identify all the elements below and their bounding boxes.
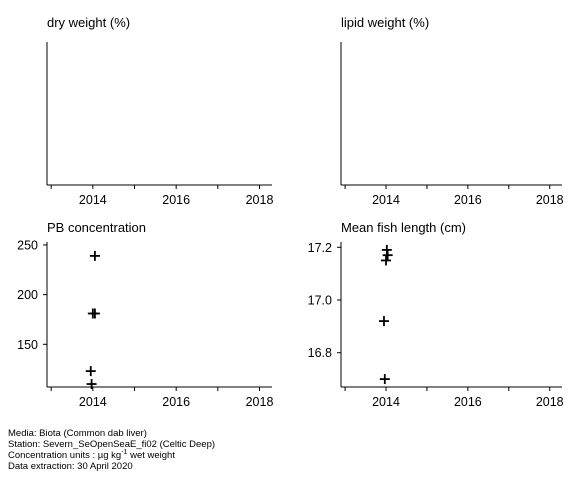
y-tick-label: 17.0 <box>308 294 332 308</box>
x-tick-label: 2014 <box>79 193 107 207</box>
data-point <box>379 374 390 385</box>
footer-units-suffix: wet weight <box>127 450 175 461</box>
x-tick-label: 2014 <box>372 395 400 409</box>
footer-extraction: Data extraction: 30 April 2020 <box>8 461 133 472</box>
x-tick-label: 2018 <box>246 395 274 409</box>
data-point <box>382 250 393 261</box>
x-tick-label: 2018 <box>246 193 274 207</box>
y-tick-label: 16.8 <box>308 346 332 360</box>
chart-pb-concentration: 2014 2016 2018 150 200 250 <box>17 238 274 409</box>
footer-notes: Media: Biota (Common dab liver) Station:… <box>8 428 215 472</box>
data-point <box>86 379 97 390</box>
chart-dry-weight: 2014 2016 2018 <box>46 42 274 207</box>
footer-media: Media: Biota (Common dab liver) <box>8 428 147 439</box>
x-tick-label: 2018 <box>536 193 564 207</box>
panel-title-dry-weight: dry weight (%) <box>47 15 131 30</box>
x-tick-label: 2016 <box>454 193 482 207</box>
footer-units-prefix: Concentration units : µg kg <box>8 450 122 461</box>
y-tick-label: 150 <box>17 338 38 352</box>
x-tick-label: 2014 <box>79 395 107 409</box>
data-point <box>378 316 389 327</box>
panel-title-mean-fish-length: Mean fish length (cm) <box>341 220 466 235</box>
y-tick-label: 250 <box>17 238 38 252</box>
x-tick-label: 2018 <box>536 395 564 409</box>
data-point <box>89 308 100 319</box>
chart-mean-fish-length: 2014 2016 2018 16.8 17.0 17.2 <box>308 241 564 409</box>
y-tick-label: 17.2 <box>308 241 332 255</box>
x-tick-label: 2016 <box>162 395 190 409</box>
y-tick-label: 200 <box>17 288 38 302</box>
footer-units-exponent: -1 <box>121 448 128 456</box>
data-point <box>89 250 100 261</box>
footer-station: Station: Severn_SeOpenSeaE_fi02 (Celtic … <box>8 439 216 450</box>
data-point <box>85 366 96 377</box>
x-tick-label: 2016 <box>454 395 482 409</box>
x-tick-label: 2016 <box>162 193 190 207</box>
data-point <box>381 255 392 266</box>
footer-units: Concentration units : µg kg-1 wet weight <box>8 448 215 461</box>
panel-title-lipid-weight: lipid weight (%) <box>341 15 430 30</box>
chart-lipid-weight: 2014 2016 2018 <box>340 42 564 207</box>
panel-title-pb-concentration: PB concentration <box>47 220 147 235</box>
x-tick-label: 2014 <box>372 193 400 207</box>
